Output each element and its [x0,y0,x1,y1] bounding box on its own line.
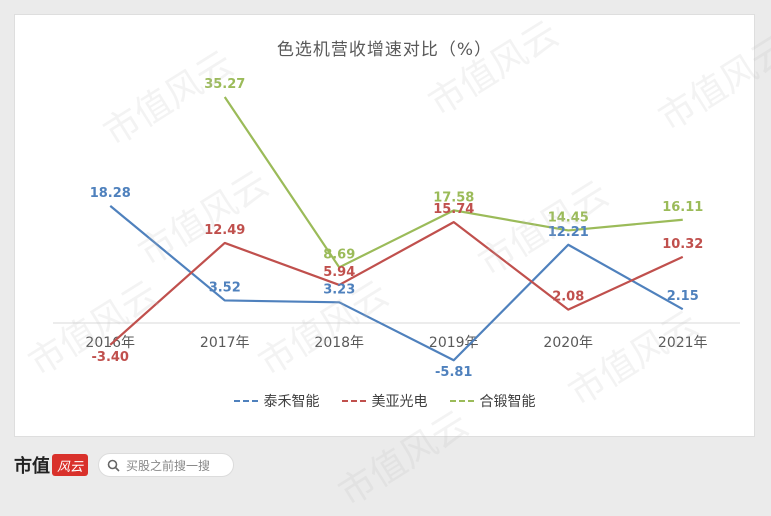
data-label: 12.49 [204,223,245,238]
data-label: 3.52 [209,280,241,295]
search-input[interactable]: 买股之前搜一搜 [98,453,235,477]
legend-swatch [449,400,474,402]
data-label: 5.94 [323,265,355,280]
search-icon [107,459,120,472]
data-label: 15.74 [433,202,474,217]
data-label: 18.28 [90,186,131,201]
x-tick-label: 2017年 [200,335,250,351]
x-tick-label: 2021年 [658,335,708,351]
chart-title: 色选机营收增速对比（%） [276,40,493,60]
search-placeholder: 买股之前搜一搜 [126,458,211,473]
x-tick-label: 2018年 [314,335,364,351]
legend-label: 合锻智能 [479,394,536,410]
brand-logo-badge: 风云 [52,454,89,476]
data-label: 14.45 [548,210,589,225]
data-label: 17.58 [433,190,474,205]
data-label: 12.21 [548,225,589,240]
series-line-1 [109,221,684,346]
legend-label: 泰禾智能 [263,394,320,410]
data-label: -5.81 [435,365,472,380]
data-label: 3.23 [323,282,355,297]
legend-label: 美亚光电 [371,394,428,410]
x-tick-label: 2020年 [543,335,593,351]
chart-legend: 泰禾智能 美亚光电 合锻智能 [15,391,754,411]
brand-logo: 市值 风云 [14,452,89,478]
data-label: 16.11 [662,200,703,215]
x-tick-label: 2016年 [85,335,135,351]
legend-swatch [341,400,366,402]
legend-item: 泰禾智能 [233,391,320,411]
legend-item: 合锻智能 [449,391,536,411]
data-label: 2.08 [552,290,584,305]
brand-text: 市值 [14,456,50,477]
data-label: 35.27 [204,77,245,92]
chart-card: 色选机营收增速对比（%） 2016年 2017年 2018年 2019年 2020年 20… [14,14,755,437]
series-line-0 [109,205,684,362]
data-label: 2.15 [667,289,699,304]
data-label: -3.40 [92,350,129,365]
legend-item: 美亚光电 [341,391,428,411]
footer-bar: 市值 风云 买股之前搜一搜 [14,450,235,480]
series-line-2 [223,96,683,269]
legend-swatch [233,400,258,402]
data-label: 10.32 [662,237,703,252]
data-label: 8.69 [323,247,355,262]
